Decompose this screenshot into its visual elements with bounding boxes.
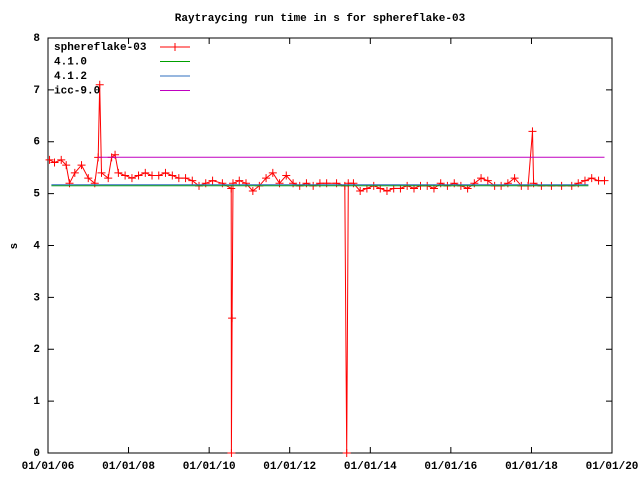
- point: [95, 80, 104, 89]
- point: [268, 168, 277, 177]
- point: [227, 449, 236, 457]
- point: [97, 168, 106, 177]
- legend-label: icc-9.0: [54, 85, 100, 97]
- point: [84, 174, 93, 183]
- y-tick-label: 7: [33, 85, 40, 97]
- y-tick-label: 8: [33, 33, 40, 45]
- y-tick-label: 4: [33, 240, 40, 252]
- point: [114, 168, 123, 177]
- point: [600, 176, 609, 185]
- point: [45, 155, 54, 164]
- y-tick-label: 2: [33, 344, 40, 356]
- point: [510, 174, 519, 183]
- point: [188, 176, 197, 185]
- point: [121, 171, 130, 180]
- point: [483, 176, 492, 185]
- point: [70, 168, 79, 177]
- x-tick-label: 01/01/20: [586, 461, 639, 473]
- point: [262, 174, 271, 183]
- point: [342, 449, 351, 457]
- point: [57, 155, 66, 164]
- point: [477, 174, 486, 183]
- x-tick-label: 01/01/14: [344, 461, 397, 473]
- point: [181, 174, 190, 183]
- point: [141, 168, 150, 177]
- y-tick-label: 5: [33, 189, 40, 201]
- point: [587, 174, 596, 183]
- point: [134, 171, 143, 180]
- x-tick-label: 01/01/06: [22, 461, 75, 473]
- x-tick-label: 01/01/16: [424, 461, 477, 473]
- point: [62, 161, 71, 170]
- point: [356, 187, 365, 196]
- x-tick-label: 01/01/18: [505, 461, 558, 473]
- point: [161, 168, 170, 177]
- point: [235, 176, 244, 185]
- point: [50, 158, 59, 167]
- point: [148, 171, 157, 180]
- point: [154, 171, 163, 180]
- point: [168, 171, 177, 180]
- point: [382, 187, 391, 196]
- x-tick-label: 01/01/10: [183, 461, 236, 473]
- point: [528, 127, 537, 136]
- chart-title: Raytraycing run time in s for sphereflak…: [175, 13, 466, 25]
- x-tick-label: 01/01/08: [102, 461, 155, 473]
- point: [248, 187, 257, 196]
- point: [282, 171, 291, 180]
- legend-label: sphereflake-03: [54, 42, 147, 54]
- point: [228, 314, 237, 323]
- point: [127, 174, 136, 183]
- y-tick-label: 0: [33, 448, 40, 460]
- point: [77, 161, 86, 170]
- point: [104, 174, 113, 183]
- y-tick-label: 3: [33, 292, 40, 304]
- legend-label: 4.1.0: [54, 56, 87, 68]
- x-tick-label: 01/01/12: [263, 461, 316, 473]
- legend-marker: [171, 43, 179, 51]
- legend-label: 4.1.2: [54, 71, 87, 83]
- point: [208, 176, 217, 185]
- y-tick-label: 1: [33, 396, 40, 408]
- point: [580, 176, 589, 185]
- y-axis-label: s: [9, 243, 21, 250]
- point: [174, 174, 183, 183]
- y-tick-label: 6: [33, 137, 40, 149]
